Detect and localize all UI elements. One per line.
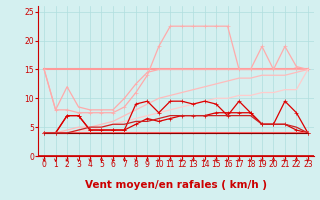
X-axis label: Vent moyen/en rafales ( km/h ): Vent moyen/en rafales ( km/h ) [85, 180, 267, 190]
